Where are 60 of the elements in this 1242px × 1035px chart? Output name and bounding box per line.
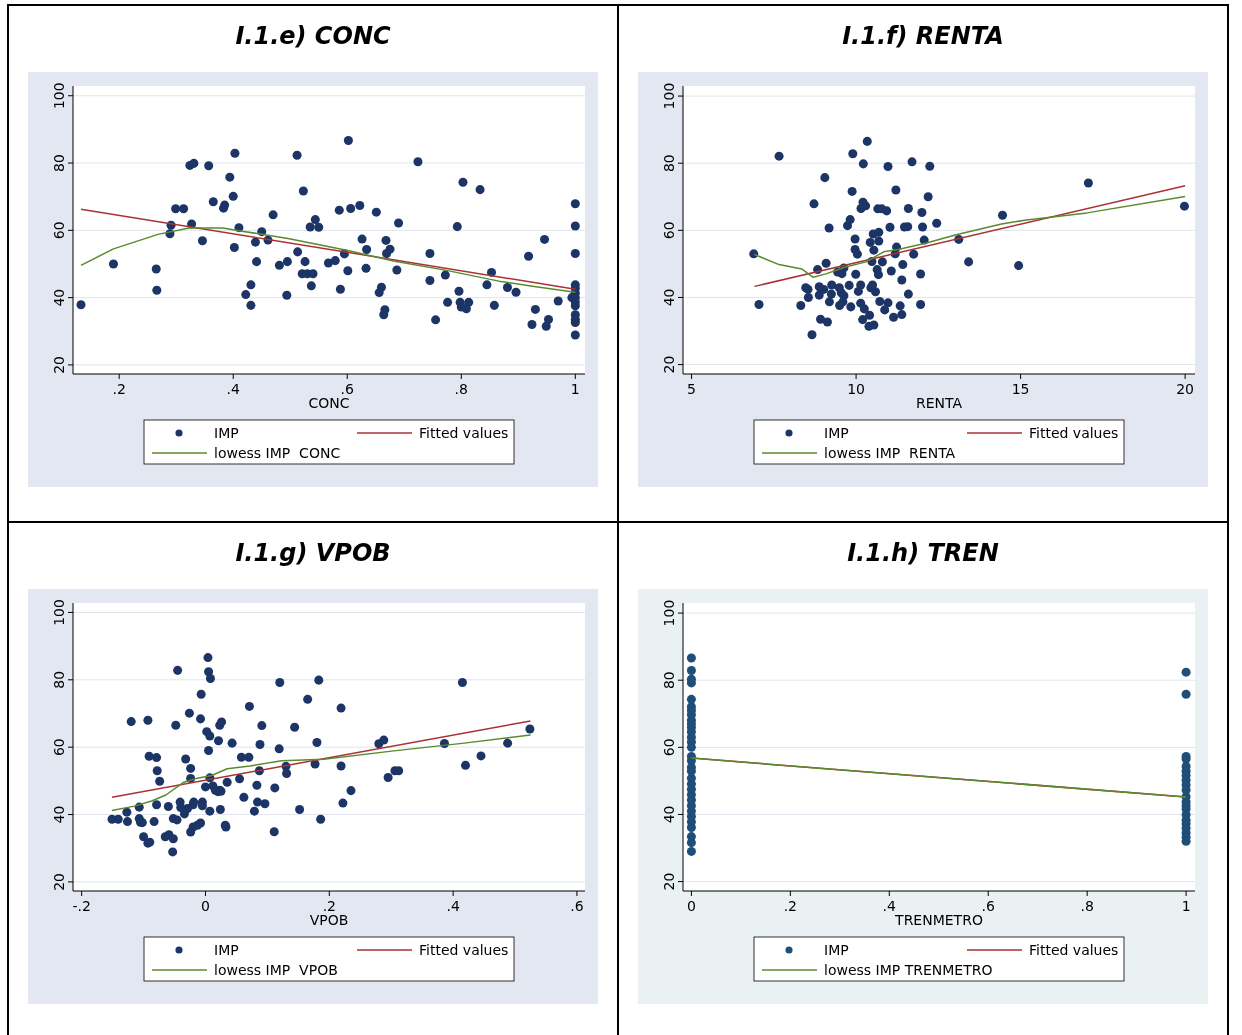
legend-label: IMP (214, 425, 239, 441)
y-tick-label: 100 (661, 599, 677, 627)
x-axis-title: RENTA (915, 395, 963, 411)
x-tick-label: 1 (1181, 898, 1191, 914)
y-tick-label: 80 (51, 670, 67, 689)
y-tick-label: 60 (661, 738, 677, 757)
y-tick-label: 100 (51, 82, 67, 110)
y-tick-label: 60 (51, 738, 67, 757)
x-tick-label: 20 (1176, 381, 1195, 397)
legend-label: lowess IMP VPOB (214, 962, 338, 978)
x-tick-label: 1 (570, 381, 580, 397)
chart-title: I.1.f) RENTA (842, 22, 1004, 50)
x-tick-label: -.2 (72, 898, 91, 914)
x-tick-label: .2 (112, 381, 126, 397)
x-tick-label: .6 (981, 898, 995, 914)
y-tick-label: 20 (661, 355, 677, 374)
x-tick-label: 0 (201, 898, 210, 914)
legend-label: IMP (824, 942, 849, 958)
legend-label: Fitted values (1029, 942, 1119, 958)
y-tick-label: 20 (51, 872, 67, 891)
legend-label: IMP (824, 425, 849, 441)
y-tick-label: 40 (51, 805, 67, 824)
legend-label: Fitted values (419, 942, 509, 958)
y-tick-label: 60 (51, 221, 67, 240)
x-tick-label: 10 (847, 381, 865, 397)
legend-label: lowess IMP CONC (214, 445, 341, 461)
x-tick-label: 15 (1011, 381, 1030, 397)
x-axis-title: CONC (308, 395, 350, 411)
y-tick-label: 80 (661, 154, 677, 173)
x-tick-label: .4 (446, 898, 460, 914)
legend-label: lowess IMP TRENMETRO (824, 962, 993, 978)
legend-label: lowess IMP RENTA (824, 445, 956, 461)
x-tick-label: .8 (1080, 898, 1094, 914)
y-tick-label: 20 (661, 872, 677, 891)
x-axis-title: VPOB (309, 912, 349, 928)
y-tick-label: 80 (661, 671, 677, 690)
legend-label: Fitted values (1029, 425, 1119, 441)
y-tick-label: 40 (661, 288, 677, 307)
x-tick-label: .6 (570, 898, 584, 914)
y-tick-label: 40 (661, 805, 677, 824)
chart-title: I.1.g) VPOB (235, 539, 391, 567)
legend-label: Fitted values (419, 425, 509, 441)
x-tick-label: .6 (340, 381, 355, 397)
y-tick-label: 40 (51, 288, 67, 307)
chart-title: I.1.e) CONC (235, 22, 391, 50)
x-tick-label: .2 (322, 898, 336, 914)
y-tick-label: 60 (661, 221, 677, 240)
legend-label: IMP (214, 942, 239, 958)
y-tick-label: 80 (51, 154, 67, 172)
chart-title: I.1.h) TREN (847, 539, 999, 567)
y-tick-label: 20 (51, 356, 67, 374)
y-tick-label: 100 (661, 82, 677, 110)
x-tick-label: .2 (783, 898, 798, 914)
x-tick-label: .4 (882, 898, 897, 914)
x-tick-label: 5 (687, 381, 697, 397)
x-tick-label: .4 (226, 381, 240, 397)
y-tick-label: 100 (51, 599, 67, 626)
x-tick-label: .8 (454, 381, 468, 397)
x-tick-label: 0 (686, 898, 696, 914)
x-axis-title: TRENMETRO (894, 912, 983, 928)
